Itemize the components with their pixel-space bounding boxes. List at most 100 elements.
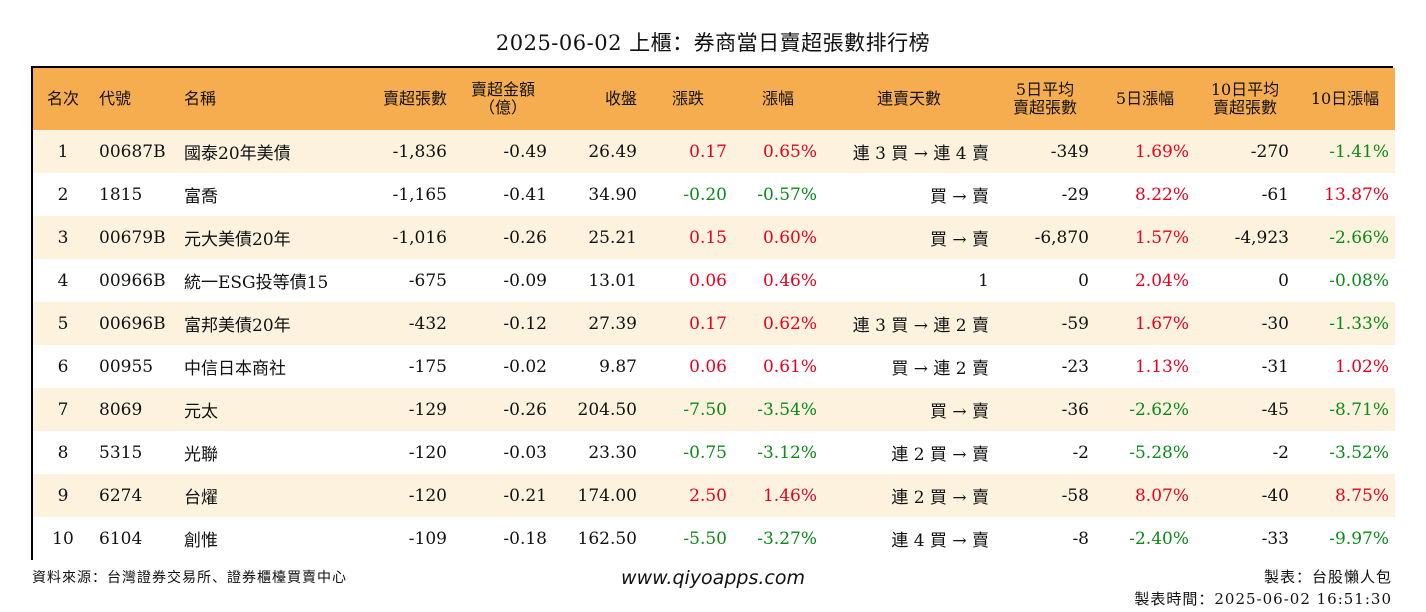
header-label: 漲跌	[671, 89, 704, 108]
cell-sell-qty: -1,836	[392, 141, 447, 162]
cell-close: 25.21	[588, 227, 637, 248]
page-title: 2025-06-02 上櫃：券商當日賣超張數排行榜	[495, 31, 931, 55]
header-change-pct: 漲幅	[733, 68, 823, 130]
cell-name: 光聯	[184, 445, 218, 465]
cell-streak: 1	[978, 270, 989, 291]
header-name: 名稱	[178, 68, 348, 130]
cell-pct10: -1.33%	[1329, 313, 1389, 334]
cell-sell-amt: -0.18	[503, 528, 547, 549]
cell-sell-amt: -0.26	[503, 227, 547, 248]
cell-chg: 0.17	[689, 313, 727, 334]
cell-pct: 0.60%	[762, 227, 817, 248]
cell-pct10: -0.08%	[1329, 270, 1389, 291]
cell-close: 23.30	[588, 442, 637, 463]
cell-pct10: -2.66%	[1329, 227, 1389, 248]
cell-streak: 連 3 買 → 連 2 賣	[852, 316, 989, 336]
cell-chg: -0.20	[683, 184, 727, 205]
cell-code: 00966B	[99, 270, 166, 291]
header-rank: 名次	[33, 68, 93, 130]
header-label: 代號	[99, 89, 132, 108]
ranking-table: 名次 代號 名稱 賣超張數 賣超金額 （億） 收盤 漲跌 漲幅 連賣天數 5日平均 賣超張數 5日漲幅 1…	[33, 68, 1395, 560]
cell-pct5: 1.57%	[1134, 227, 1189, 248]
table-row: 4 00966B 統一ESG投等債15 -675 -0.09 13.01 0.06 0.46%…	[33, 259, 1395, 302]
cell-close: 27.39	[588, 313, 637, 334]
cell-sell-qty: -175	[408, 356, 447, 377]
table-row: 2 1815 富喬 -1,165 -0.41 34.90 -0.20 -0.57% 買 → 賣 -…	[33, 173, 1395, 216]
header-label: 賣超金額	[470, 80, 535, 99]
header-sublabel: 賣超張數	[1012, 98, 1077, 117]
table-row: 10 6104 創惟 -109 -0.18 162.50 -5.50 -3.27% 連 4 買 …	[33, 517, 1395, 560]
table-row: 9 6274 台燿 -120 -0.21 174.00 2.50 1.46% 連 2 買 → 賣…	[33, 474, 1395, 517]
cell-sell-amt: -0.41	[503, 184, 547, 205]
cell-code: 00679B	[99, 227, 166, 248]
cell-code: 00955	[99, 356, 154, 377]
cell-chg: -7.50	[683, 399, 727, 420]
cell-name: 富喬	[184, 187, 218, 207]
header-sublabel: 賣超張數	[1212, 98, 1277, 117]
cell-rank: 1	[57, 141, 69, 162]
table-row: 1 00687B 國泰20年美債 -1,836 -0.49 26.49 0.17 0.65% 連…	[33, 130, 1395, 173]
data-source-note: 資料來源：台灣證券交易所、證券櫃檯買賣中心	[32, 570, 347, 586]
ranking-table-container: 名次 代號 名稱 賣超張數 賣超金額 （億） 收盤 漲跌 漲幅 連賣天數 5日平均 賣超張數 5日漲幅 1…	[31, 66, 1395, 560]
cell-avg5: -58	[1061, 485, 1089, 506]
cell-pct5: 1.67%	[1134, 313, 1189, 334]
header-label: 漲幅	[761, 89, 794, 108]
cell-avg5: -349	[1050, 141, 1089, 162]
cell-code: 6274	[99, 485, 143, 506]
cell-streak: 連 4 買 → 賣	[891, 531, 989, 551]
cell-avg5: -6,870	[1034, 227, 1089, 248]
cell-avg5: -36	[1061, 399, 1089, 420]
cell-pct5: -2.62%	[1129, 399, 1189, 420]
header-label: 5日漲幅	[1115, 89, 1175, 108]
header-change: 漲跌	[643, 68, 733, 130]
cell-code: 6104	[99, 528, 143, 549]
cell-rank: 10	[52, 528, 74, 549]
cell-pct: -3.27%	[757, 528, 817, 549]
cell-rank: 5	[57, 313, 69, 334]
cell-code: 5315	[99, 442, 143, 463]
cell-avg10: -270	[1250, 141, 1289, 162]
cell-chg: -0.75	[683, 442, 727, 463]
cell-close: 13.01	[588, 270, 637, 291]
cell-close: 9.87	[599, 356, 637, 377]
header-label: 10日漲幅	[1310, 89, 1380, 108]
cell-sell-amt: -0.49	[503, 141, 547, 162]
header-sell-qty: 賣超張數	[348, 68, 453, 130]
cell-pct: -3.12%	[757, 442, 817, 463]
cell-avg5: -2	[1072, 442, 1089, 463]
cell-chg: -5.50	[683, 528, 727, 549]
cell-avg10: 0	[1278, 270, 1289, 291]
header-code: 代號	[93, 68, 178, 130]
cell-pct: -3.54%	[757, 399, 817, 420]
cell-pct10: -8.71%	[1329, 399, 1389, 420]
cell-rank: 6	[57, 356, 69, 377]
cell-sell-qty: -1,165	[392, 184, 447, 205]
header-label: 名次	[46, 89, 79, 108]
cell-pct5: 1.69%	[1134, 141, 1189, 162]
cell-rank: 4	[57, 270, 69, 291]
table-row: 7 8069 元太 -129 -0.26 204.50 -7.50 -3.54% 買 → 賣 -3…	[33, 388, 1395, 431]
cell-avg10: -33	[1261, 528, 1289, 549]
header-avg5-sell: 5日平均 賣超張數	[995, 68, 1095, 130]
header-avg10-sell: 10日平均 賣超張數	[1195, 68, 1295, 130]
cell-code: 1815	[99, 184, 143, 205]
cell-chg: 2.50	[689, 485, 727, 506]
website-link[interactable]: www.qiyoapps.com	[621, 567, 805, 589]
table-row: 3 00679B 元大美債20年 -1,016 -0.26 25.21 0.15 0.60% 買…	[33, 216, 1395, 259]
cell-pct10: 1.02%	[1334, 356, 1389, 377]
cell-sell-qty: -1,016	[392, 227, 447, 248]
footer-credits: 製表：台股懶人包 製表時間：2025-06-02 16:51:30	[1134, 566, 1392, 610]
header-close: 收盤	[553, 68, 643, 130]
cell-code: 00696B	[99, 313, 166, 334]
cell-code: 8069	[99, 399, 143, 420]
cell-pct10: 8.75%	[1334, 485, 1389, 506]
cell-pct5: -5.28%	[1129, 442, 1189, 463]
cell-close: 204.50	[577, 399, 637, 420]
cell-avg10: -40	[1261, 485, 1289, 506]
table-row: 5 00696B 富邦美債20年 -432 -0.12 27.39 0.17 0.62% 連 3…	[33, 302, 1395, 345]
cell-streak: 買 → 賣	[929, 402, 989, 422]
cell-avg5: -59	[1061, 313, 1089, 334]
cell-name: 中信日本商社	[184, 359, 286, 379]
table-row: 6 00955 中信日本商社 -175 -0.02 9.87 0.06 0.61% 買 → 連 …	[33, 345, 1395, 388]
cell-pct5: 8.07%	[1134, 485, 1189, 506]
